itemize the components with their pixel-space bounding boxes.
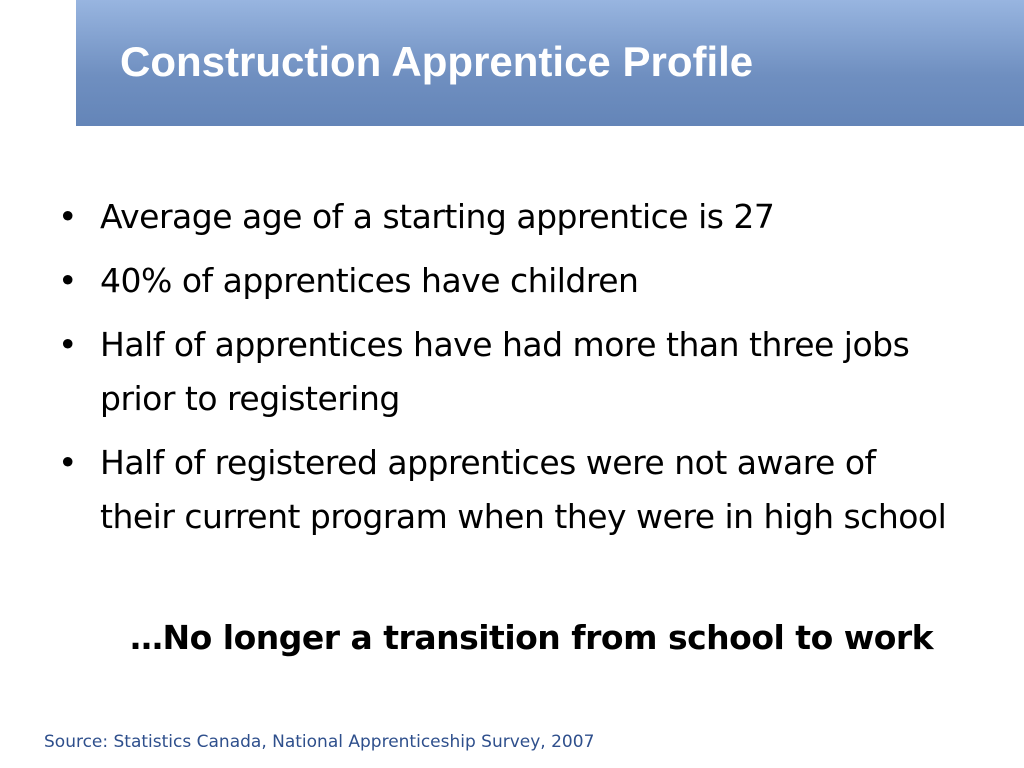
source: Source: Statistics Canada, National Appr… <box>44 732 595 752</box>
title: Construction Apprentice Profile <box>120 38 754 85</box>
header-bar: Construction Apprentice Profile <box>76 0 1024 126</box>
conclusion: …No longer a transition from school to w… <box>130 618 934 657</box>
bullet: Average age of a starting apprentice is … <box>58 190 958 244</box>
bullet: Half of registered apprentices were not … <box>58 436 958 544</box>
bullet: 40% of apprentices have children <box>58 254 958 308</box>
bullet: Half of apprentices have had more than t… <box>58 318 958 426</box>
bullet-list: Average age of a starting apprentice is … <box>58 190 958 554</box>
